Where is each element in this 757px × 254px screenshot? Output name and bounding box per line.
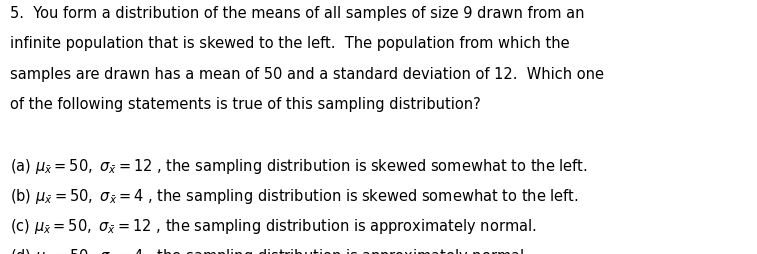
- Text: (c) $\mu_{\bar{x}}=50,\ \sigma_{\bar{x}}=12$ , the sampling distribution is appr: (c) $\mu_{\bar{x}}=50,\ \sigma_{\bar{x}}…: [10, 216, 537, 235]
- Text: infinite population that is skewed to the left.  The population from which the: infinite population that is skewed to th…: [10, 36, 569, 51]
- Text: (d) $\mu_{\bar{x}}=50,\ \sigma_{\bar{x}}=4$ , the sampling distribution is appro: (d) $\mu_{\bar{x}}=50,\ \sigma_{\bar{x}}…: [10, 246, 528, 254]
- Text: (a) $\mu_{\bar{x}}=50,\ \sigma_{\bar{x}}=12$ , the sampling distribution is skew: (a) $\mu_{\bar{x}}=50,\ \sigma_{\bar{x}}…: [10, 156, 587, 175]
- Text: (b) $\mu_{\bar{x}}=50,\ \sigma_{\bar{x}}=4$ , the sampling distribution is skewe: (b) $\mu_{\bar{x}}=50,\ \sigma_{\bar{x}}…: [10, 186, 578, 205]
- Text: samples are drawn has a mean of 50 and a standard deviation of 12.  Which one: samples are drawn has a mean of 50 and a…: [10, 66, 604, 81]
- Text: of the following statements is true of this sampling distribution?: of the following statements is true of t…: [10, 96, 481, 111]
- Text: 5.  You form a distribution of the means of all samples of size 9 drawn from an: 5. You form a distribution of the means …: [10, 6, 584, 21]
